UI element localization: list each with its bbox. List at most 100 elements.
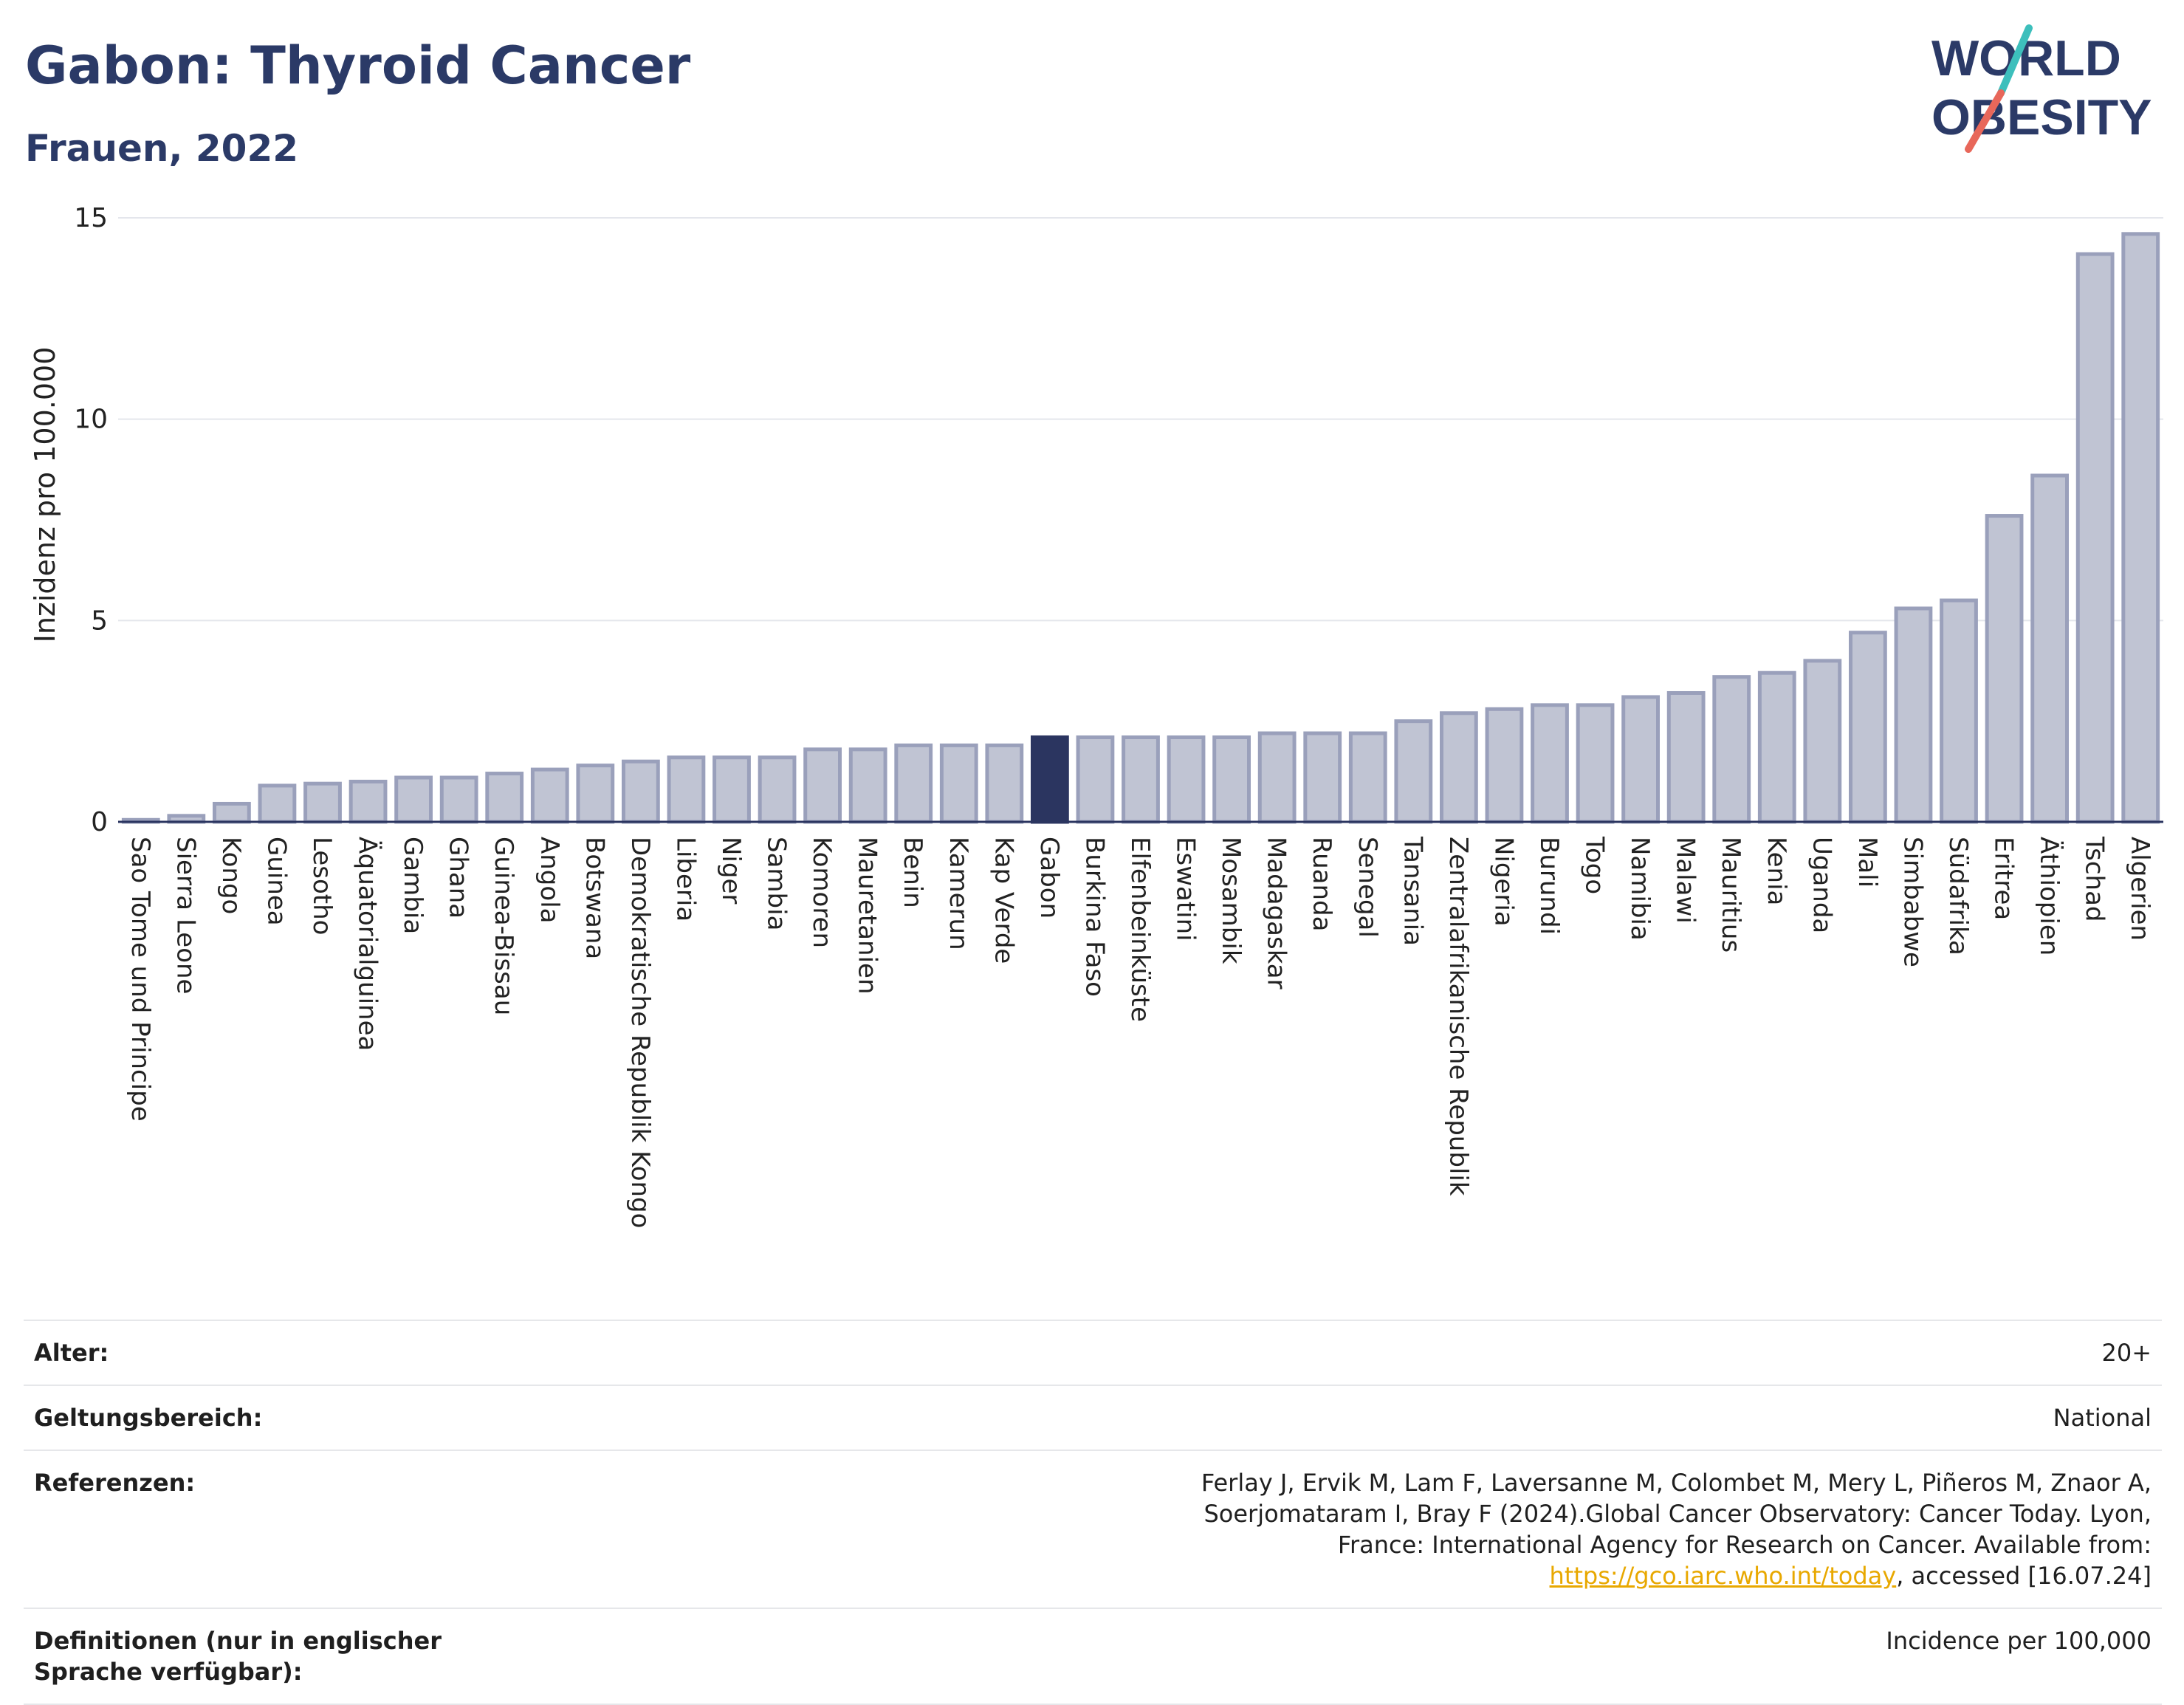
x-tick-label: Eritrea	[1989, 837, 2019, 920]
bar-ruanda	[1303, 731, 1342, 824]
bar-niger	[712, 755, 751, 824]
bar-kongo	[212, 801, 251, 824]
x-tick-label: Kenia	[1762, 837, 1791, 905]
x-tick-label: Gambia	[398, 837, 427, 934]
reference-access-date: , accessed [16.07.24]	[1896, 1562, 2152, 1590]
bar-botswana	[576, 764, 615, 824]
x-tick-label: Botswana	[580, 837, 609, 959]
bar-algerien	[2121, 232, 2160, 824]
x-tick-label: Liberia	[670, 837, 700, 922]
x-tick-label: Elfenbeinküste	[1125, 837, 1155, 1022]
x-tick-label: Malawi	[1671, 837, 1700, 924]
x-tick-label: Komoren	[807, 837, 837, 948]
x-tick-label: Gabon	[1034, 837, 1064, 919]
bar-guinea-bissau	[485, 772, 524, 824]
chart-subtitle: Frauen, 2022	[25, 127, 299, 170]
bar-mosambik	[1212, 735, 1251, 824]
x-tick-label: Burundi	[1534, 837, 1564, 935]
x-tick-label: Namibia	[1625, 837, 1655, 941]
x-tick-label: Kap Verde	[989, 837, 1018, 964]
info-value: Incidence per 100,000	[1886, 1627, 2152, 1655]
bar-nigeria	[1485, 707, 1524, 824]
x-tick-label: Zentralafrikanische Republik	[1443, 837, 1473, 1196]
x-tick-label: Benin	[898, 837, 927, 908]
bar-tansania	[1394, 719, 1433, 824]
x-tick-label: Lesotho	[307, 837, 337, 935]
info-value: National	[2053, 1404, 2152, 1432]
x-tick-label: Simbabwe	[1898, 837, 1927, 967]
chart-title: Gabon: Thyroid Cancer	[25, 35, 691, 96]
x-tick-label: Ghana	[444, 837, 473, 919]
bar-angola	[530, 767, 569, 824]
bar-elfenbeinküste	[1122, 735, 1160, 824]
x-tick-label: Äquatorialguinea	[353, 837, 382, 1051]
x-tick-label: Ruanda	[1307, 837, 1336, 931]
bar-tschad	[2075, 252, 2115, 824]
bar-kenia	[1757, 670, 1796, 824]
info-label: Alter:	[34, 1339, 109, 1367]
bar-sambia	[758, 755, 797, 824]
bar-burkina-faso	[1076, 735, 1115, 824]
bar-simbabwe	[1894, 606, 1933, 824]
bar-guinea	[258, 783, 297, 824]
x-tick-label: Sambia	[762, 837, 791, 930]
bar-mali	[1848, 631, 1887, 824]
x-tick-label: Mauretanien	[853, 837, 882, 995]
logo-line2: OBESITY	[1931, 89, 2152, 145]
bar-malawi	[1666, 690, 1706, 824]
x-tick-label: Eswatini	[1171, 837, 1201, 941]
bar-chart: 0 5 10 15 Sao Tome und Principe Sierra Leone…	[29, 203, 2163, 1228]
bar-uganda	[1803, 659, 1842, 824]
bar-komoren	[803, 747, 842, 824]
bar-togo	[1576, 703, 1615, 824]
y-tick-label: 15	[74, 203, 108, 233]
bar-eswatini	[1167, 735, 1206, 824]
reference-link[interactable]: https://gco.iarc.who.int/today	[1549, 1562, 1897, 1590]
bar-senegal	[1348, 731, 1387, 824]
x-tick-label: Demokratische Republik Kongo	[625, 837, 655, 1228]
bar-ghana	[439, 775, 478, 824]
bar-kap-verde	[985, 743, 1024, 824]
bar-mauritius	[1712, 675, 1751, 824]
world-obesity-logo: WORLD OBESITY	[1931, 24, 2152, 153]
y-tick-label: 5	[91, 606, 108, 636]
info-value: 20+	[2101, 1339, 2152, 1367]
x-tick-label: Tansania	[1398, 836, 1427, 946]
bar-gambia	[394, 775, 433, 824]
y-axis-label: Inzidenz pro 100.000	[29, 347, 61, 643]
x-tick-label: Mauritius	[1716, 837, 1745, 953]
bar-zentralafrikanische-republik	[1439, 711, 1478, 824]
info-label: Referenzen:	[34, 1469, 196, 1497]
x-tick-label: Nigeria	[1488, 837, 1518, 927]
info-value: Ferlay J, Ervik M, Lam F, Laversanne M, …	[551, 1467, 2152, 1591]
y-tick-label: 10	[74, 405, 108, 435]
bar-äquatorialguinea	[348, 779, 388, 824]
x-tick-label: Äthiopien	[2034, 837, 2064, 956]
x-tick-label: Guinea-Bissau	[489, 837, 518, 1015]
info-row-definitions: Definitionen (nur in englischer Sprache …	[24, 1608, 2162, 1705]
x-tick-label: Sierra Leone	[171, 837, 200, 994]
info-row-scope: Geltungsbereich: National	[24, 1385, 2162, 1450]
bar-südafrika	[1940, 598, 1978, 824]
x-tick-label: Algerien	[2125, 837, 2154, 941]
x-tick-label: Mali	[1852, 837, 1882, 888]
bar-demokratische-republik-kongo	[621, 759, 660, 824]
x-tick-label: Madagaskar	[1262, 837, 1291, 989]
reference-text: Ferlay J, Ervik M, Lam F, Laversanne M, …	[1201, 1469, 2152, 1559]
x-tick-label: Kamerun	[944, 837, 973, 950]
logo-slash-teal	[1997, 24, 2033, 97]
info-label: Definitionen (nur in englischer Sprache …	[34, 1627, 442, 1686]
x-tick-label: Sao Tome und Principe	[126, 837, 155, 1122]
bar-benin	[894, 743, 933, 824]
x-tick-label: Angola	[535, 837, 564, 923]
bar-liberia	[667, 755, 706, 824]
x-tick-label: Südafrika	[1943, 837, 1973, 956]
bar-eritrea	[1985, 514, 2024, 824]
y-tick-label: 0	[91, 807, 108, 837]
x-tick-label: Senegal	[1353, 837, 1382, 938]
logo-slash-red	[1965, 89, 2005, 153]
x-tick-label: Burkina Faso	[1079, 837, 1109, 997]
x-tick-label: Mosambik	[1216, 837, 1246, 964]
x-tick-label: Kongo	[216, 837, 246, 914]
info-label: Geltungsbereich:	[34, 1404, 263, 1432]
